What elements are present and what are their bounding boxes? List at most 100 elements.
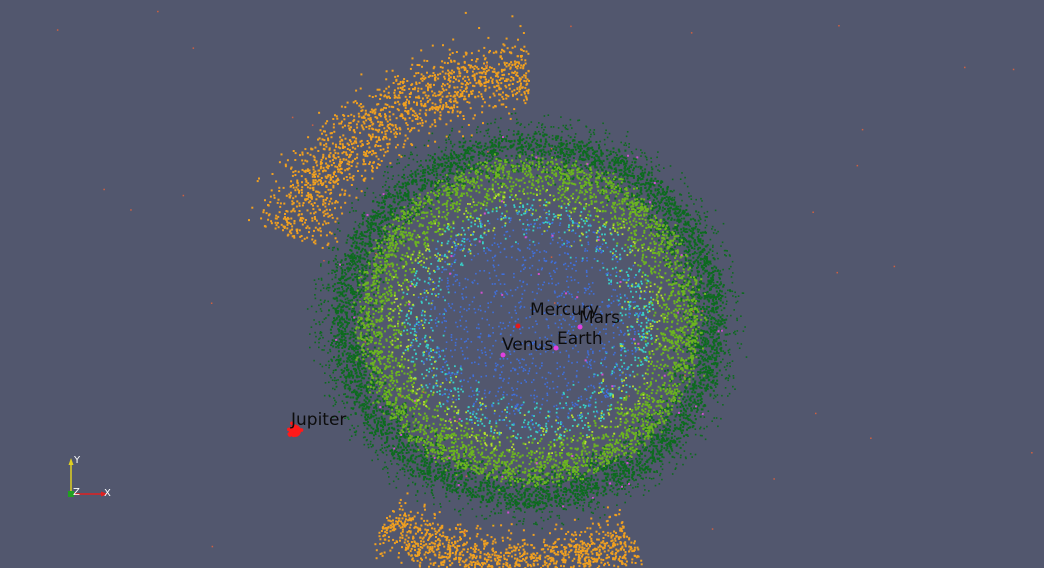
particle <box>381 303 384 306</box>
particle <box>679 272 682 275</box>
particle <box>412 191 415 194</box>
particle <box>396 183 399 186</box>
particle <box>565 152 568 155</box>
particle <box>562 508 565 510</box>
particle <box>437 184 440 187</box>
particle <box>338 278 341 281</box>
particle <box>700 349 703 352</box>
particle <box>655 202 657 205</box>
particle <box>444 164 447 167</box>
particle <box>383 382 386 385</box>
particle <box>714 362 717 365</box>
particle <box>367 252 370 255</box>
particle <box>668 196 671 198</box>
particle <box>719 323 722 326</box>
particle <box>515 504 518 507</box>
particle <box>690 343 693 346</box>
particle <box>532 506 535 509</box>
particle <box>444 473 447 476</box>
particle <box>352 335 355 338</box>
particle <box>442 486 444 489</box>
particle <box>499 474 502 477</box>
particle <box>536 174 539 177</box>
particle <box>489 140 492 143</box>
particle <box>531 480 533 483</box>
particle <box>356 284 359 287</box>
particle <box>373 406 376 409</box>
particle <box>689 274 691 277</box>
particle <box>382 428 385 431</box>
particle <box>670 206 672 209</box>
particle <box>694 251 696 254</box>
particle <box>412 450 415 453</box>
particle <box>452 441 455 444</box>
particle <box>698 284 701 287</box>
particle <box>380 369 383 372</box>
particle <box>536 144 539 147</box>
particle <box>606 475 609 478</box>
particle <box>621 160 624 163</box>
particle <box>361 238 364 240</box>
particle <box>462 154 465 157</box>
particle <box>669 412 672 415</box>
particle <box>428 463 431 466</box>
particle <box>461 146 464 149</box>
particle <box>522 502 525 505</box>
particle <box>684 231 687 233</box>
particle <box>665 244 668 247</box>
particle <box>645 417 648 420</box>
particle <box>359 254 362 257</box>
particle <box>521 148 524 151</box>
particle <box>672 227 675 230</box>
particle <box>716 295 719 298</box>
particle <box>505 154 508 157</box>
particle <box>555 485 558 488</box>
particle <box>706 305 709 308</box>
particle <box>419 471 422 474</box>
particle <box>433 188 436 191</box>
particle <box>542 502 545 505</box>
particle <box>717 333 720 336</box>
particle <box>483 162 485 165</box>
particle <box>340 311 343 314</box>
particle <box>667 226 670 229</box>
particle <box>531 475 534 477</box>
particle <box>339 261 342 264</box>
particle <box>410 175 413 178</box>
particle <box>355 237 358 240</box>
particle <box>613 162 616 164</box>
particle <box>582 474 584 477</box>
particle <box>669 250 672 253</box>
particle <box>694 276 697 279</box>
particle <box>576 497 579 500</box>
particle <box>351 376 354 379</box>
particle <box>575 481 578 484</box>
particle <box>403 433 406 436</box>
particle <box>608 464 611 467</box>
particle <box>605 492 608 495</box>
particle <box>415 180 418 183</box>
particle <box>348 277 351 280</box>
particle <box>687 214 690 217</box>
particle <box>640 441 643 444</box>
particle <box>664 213 666 216</box>
particle <box>691 333 694 336</box>
particle <box>491 155 494 158</box>
particle <box>512 133 515 136</box>
particle <box>698 363 700 366</box>
particle <box>625 162 628 165</box>
particle <box>485 498 488 501</box>
particle <box>366 387 369 390</box>
particle <box>519 508 522 511</box>
particle <box>637 440 640 443</box>
particle <box>412 454 415 457</box>
particle <box>618 466 621 469</box>
particle <box>668 211 671 214</box>
particle <box>708 314 711 317</box>
particle <box>518 490 521 493</box>
particle <box>356 278 359 281</box>
particle <box>640 200 643 203</box>
particle <box>596 494 599 497</box>
particle <box>422 170 425 173</box>
